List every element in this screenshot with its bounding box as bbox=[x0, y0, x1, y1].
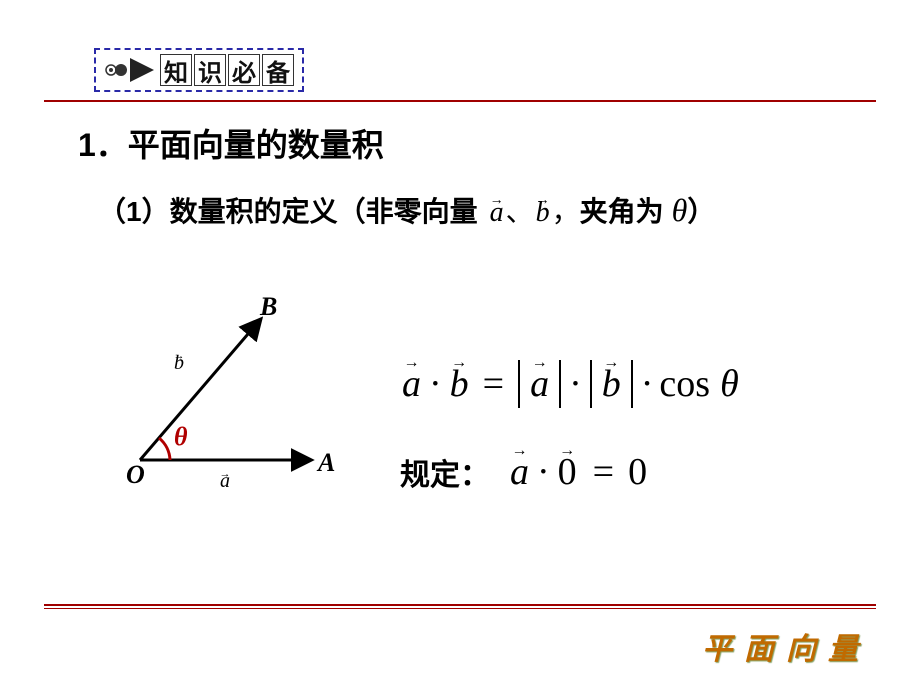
point-O: O bbox=[126, 460, 145, 490]
dot-op3: · bbox=[641, 362, 654, 406]
rule-dot: · bbox=[537, 450, 550, 494]
comma: ， bbox=[552, 190, 580, 230]
section-title: 1．平面向量的数量积 bbox=[78, 120, 384, 166]
vec-a-inline: → a bbox=[488, 197, 506, 229]
rule-eq: = bbox=[593, 450, 614, 494]
formula-abs-b: → b bbox=[600, 362, 623, 406]
angle-theta: θ bbox=[174, 422, 188, 452]
vec-a-label: → a bbox=[218, 470, 232, 493]
badge-char: 备 bbox=[262, 54, 294, 86]
divider-bottom-1 bbox=[44, 604, 876, 606]
rule-label: 规定： bbox=[400, 450, 490, 494]
eq-sign: = bbox=[483, 362, 504, 406]
subsection-line: （1） 数量积的定义（非零向量 → a 、 → b ， 夹角为 θ ） bbox=[98, 190, 715, 230]
vec-b-inline: → b bbox=[534, 197, 552, 229]
rule-vec-a: → a bbox=[508, 450, 531, 494]
subsection-text1: 数量积的定义（非零向量 bbox=[170, 190, 478, 230]
badge-arrow-icon bbox=[130, 58, 154, 82]
badge-char: 知 bbox=[160, 54, 192, 86]
sep-dun: 、 bbox=[506, 190, 534, 230]
vec-b-label: → b bbox=[172, 352, 186, 375]
footer-title: 平面向量 bbox=[702, 624, 870, 668]
rule-line: 规定： → a · → 0 = 0 bbox=[400, 450, 647, 494]
dot-op: · bbox=[429, 362, 442, 406]
point-B: B bbox=[260, 292, 277, 322]
dot-product-formula: → a · → b = → a · → b · cos θ bbox=[400, 360, 739, 408]
formula-abs-a: → a bbox=[528, 362, 551, 406]
subsection-number: （1） bbox=[98, 190, 170, 230]
subsection-text2: 夹角为 bbox=[580, 190, 664, 230]
divider-bottom-2 bbox=[44, 608, 876, 609]
badge-char: 识 bbox=[194, 54, 226, 86]
formula-theta: θ bbox=[720, 362, 739, 406]
rule-rhs: 0 bbox=[628, 450, 647, 494]
formula-vec-b: → b bbox=[448, 362, 471, 406]
subsection-text3: ） bbox=[687, 190, 715, 230]
formula-vec-a: → a bbox=[400, 362, 423, 406]
dot-op2: · bbox=[569, 362, 582, 406]
theta-inline: θ bbox=[672, 192, 688, 229]
cos-fn: cos bbox=[659, 362, 710, 406]
knowledge-badge: 知 识 必 备 bbox=[94, 48, 304, 92]
badge-char: 必 bbox=[228, 54, 260, 86]
rule-vec-zero: → 0 bbox=[556, 450, 579, 494]
badge-chars: 知 识 必 备 bbox=[160, 54, 294, 86]
badge-circles-icon bbox=[104, 58, 128, 82]
divider-top bbox=[44, 100, 876, 102]
vector-diagram: O A B θ → a → b bbox=[120, 300, 360, 500]
point-A: A bbox=[318, 448, 335, 478]
